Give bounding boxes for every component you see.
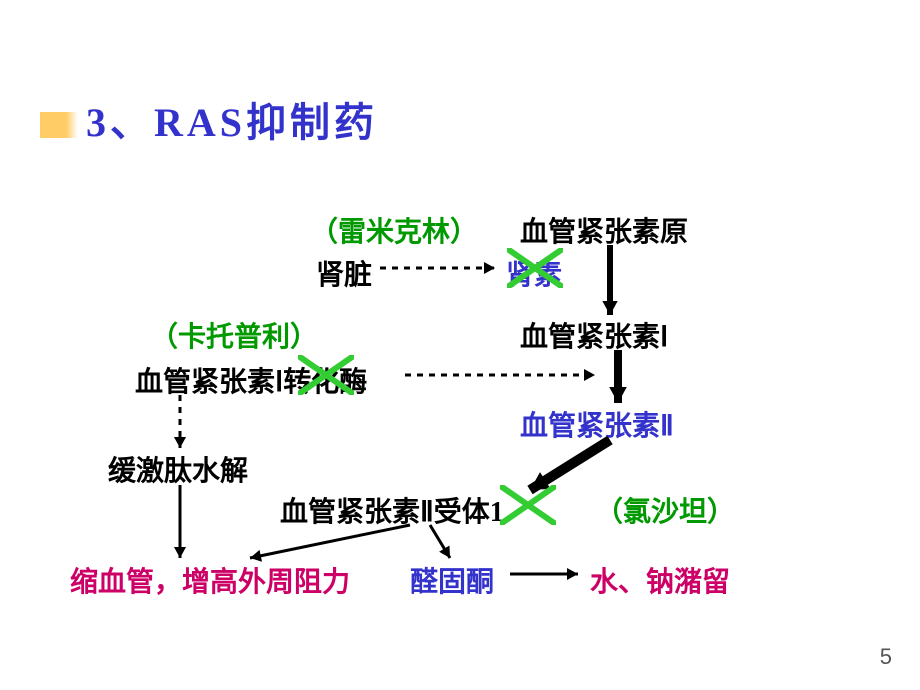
node-aldosterone: 醛固酮 xyxy=(410,560,494,600)
node-captopril: （卡托普利） xyxy=(150,315,318,355)
node-kidney: 肾脏 xyxy=(316,253,372,293)
title-row: 3、RAS抑制药 xyxy=(40,90,378,148)
node-renin: 肾素 xyxy=(506,253,562,293)
node-remikelin: （雷米克林） xyxy=(310,210,478,250)
slide-title: 3、RAS抑制药 xyxy=(86,90,378,148)
cross-mark-2 xyxy=(500,485,556,525)
arrow-2 xyxy=(530,440,610,490)
arrowhead-4 xyxy=(439,545,450,558)
arrowhead-7 xyxy=(484,262,495,274)
node-ang1: 血管紧张素Ⅰ xyxy=(520,315,668,355)
node-angiotensinogen: 血管紧张素原 xyxy=(520,210,688,250)
arrowhead-9 xyxy=(174,437,186,448)
arrowhead-2 xyxy=(530,472,551,490)
node-losartan: （氯沙坦） xyxy=(595,490,735,530)
node-vasoconstriction: 缩血管，增高外周阻力 xyxy=(70,560,350,600)
arrowhead-1 xyxy=(609,387,627,403)
node-bradykinin: 缓激肽水解 xyxy=(108,449,248,489)
node-retention: 水、钠潴留 xyxy=(590,560,730,600)
arrowhead-5 xyxy=(567,568,578,580)
page-number: 5 xyxy=(880,644,892,670)
node-ace: 血管紧张素Ⅰ转化酶 xyxy=(135,360,367,400)
node-at2r1: 血管紧张素Ⅱ受体1 xyxy=(280,490,504,530)
arrowhead-0 xyxy=(602,301,617,315)
arrowhead-8 xyxy=(584,369,595,381)
slide: 3、RAS抑制药 （雷米克林） 血管紧张素原肾脏 肾素 （卡托普利） 血管紧张素Ⅰ 血管紧… xyxy=(0,0,920,690)
node-ang2: 血管紧张素Ⅱ xyxy=(520,404,674,444)
bullet-icon xyxy=(40,112,66,138)
arrowhead-6 xyxy=(174,547,186,558)
